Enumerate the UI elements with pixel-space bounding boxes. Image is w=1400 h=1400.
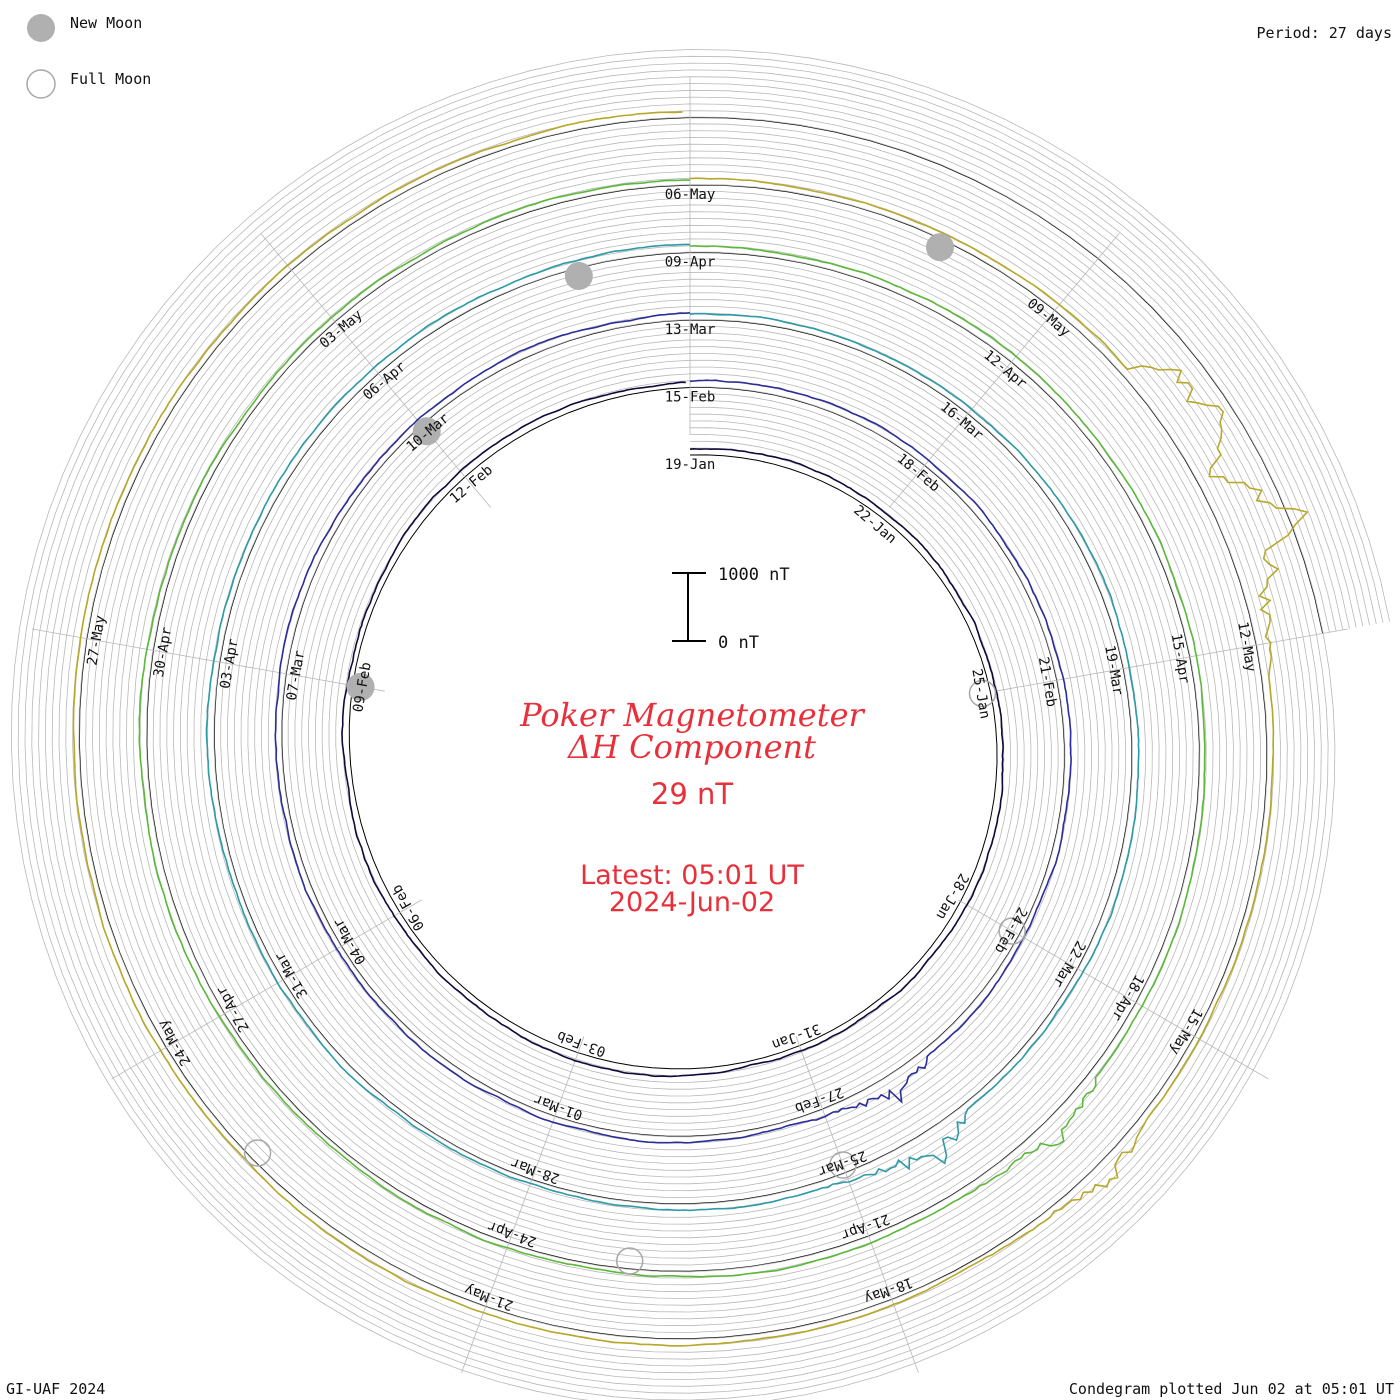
new-moon-legend-icon <box>27 14 55 42</box>
moon-markers <box>243 233 1026 1275</box>
date-label: 03-May <box>317 307 366 352</box>
date-label: 28-Jan <box>932 870 971 922</box>
period-label: Period: 27 days <box>1257 24 1392 42</box>
date-label: 27-May <box>84 614 109 667</box>
grid-spiral <box>58 96 1344 1360</box>
grid-spiral <box>51 89 1350 1367</box>
new-moon-marker <box>412 417 441 446</box>
series-trace <box>274 312 1072 1144</box>
day-spoke <box>32 628 385 692</box>
plotted-label: Condegram plotted Jun 02 at 05:01 UT <box>1069 1380 1394 1398</box>
day-spoke <box>461 1036 585 1373</box>
chart-title: Poker Magnetometer <box>519 696 865 734</box>
new-moon-marker <box>925 233 954 262</box>
date-label: 09-Apr <box>665 255 716 271</box>
new-moon-marker <box>564 261 593 290</box>
full-moon-marker <box>829 1151 857 1179</box>
date-label: 30-Apr <box>151 626 176 679</box>
full-moon-marker <box>998 917 1026 945</box>
credit-label: GI-UAF 2024 <box>6 1380 105 1398</box>
date-label: 15-Apr <box>1168 632 1193 685</box>
date-label: 03-Apr <box>217 638 242 691</box>
new-moon-marker <box>346 672 375 701</box>
grid-layer <box>10 49 1391 1400</box>
full-moon-marker <box>615 1247 644 1275</box>
day-spoke <box>260 233 492 508</box>
date-label: 31-Jan <box>770 1020 823 1052</box>
full-moon-marker <box>243 1139 272 1167</box>
grid-spiral <box>65 103 1337 1353</box>
date-label: 18-Apr <box>1108 972 1147 1024</box>
latest-time: Latest: 05:01 UT <box>580 860 804 891</box>
data-traces <box>72 111 1309 1347</box>
series-trace <box>138 179 1206 1278</box>
grid-spiral <box>44 83 1357 1374</box>
date-label: 06-May <box>665 187 716 203</box>
day-spokes <box>32 77 1348 1373</box>
date-label: 21-Feb <box>1035 656 1060 709</box>
date-label: 24-Feb <box>991 904 1030 956</box>
latest-date: 2024-Jun-02 <box>609 887 775 918</box>
date-label: 12-May <box>1234 621 1259 674</box>
grid-spiral <box>31 69 1370 1387</box>
grid-spiral <box>78 116 1324 1340</box>
day-spoke <box>995 628 1348 692</box>
full-moon-legend-label: Full Moon <box>70 70 151 88</box>
scale-bar <box>672 572 706 642</box>
date-label: 15-May <box>1166 1005 1205 1057</box>
series-trace <box>72 111 1309 1347</box>
new-moon-legend-label: New Moon <box>70 14 142 32</box>
day-spoke <box>888 233 1120 508</box>
chart-subtitle: ΔH Component <box>566 728 816 766</box>
date-label: 12-Apr <box>980 347 1029 392</box>
series-trace <box>341 381 1004 1078</box>
day-spoke <box>795 1036 919 1373</box>
day-spoke <box>958 899 1269 1080</box>
full-moon-marker <box>968 679 997 708</box>
grid-spiral <box>38 76 1364 1380</box>
grid-spiral <box>24 62 1377 1394</box>
date-label: 22-Jan <box>850 502 899 547</box>
full-moon-legend-icon <box>26 69 56 99</box>
date-label: 09-May <box>1024 296 1073 341</box>
date-label: 15-Feb <box>665 390 716 406</box>
grid-spiral <box>10 49 1391 1400</box>
date-label: 13-Mar <box>665 322 716 338</box>
date-label: 22-Mar <box>1049 938 1088 990</box>
date-label: 07-Mar <box>284 649 309 702</box>
current-value: 29 nT <box>651 777 733 811</box>
date-label: 25-Jan <box>968 668 993 721</box>
scale-bottom-label: 0 nT <box>718 633 759 653</box>
date-label: 19-Jan <box>665 457 716 473</box>
date-label: 19-Mar <box>1101 644 1126 697</box>
date-label: 16-Mar <box>937 399 986 444</box>
scale-top-label: 1000 nT <box>718 565 790 585</box>
day-spoke <box>111 899 422 1080</box>
series-trace <box>205 243 1140 1212</box>
grid-spiral <box>17 55 1384 1400</box>
